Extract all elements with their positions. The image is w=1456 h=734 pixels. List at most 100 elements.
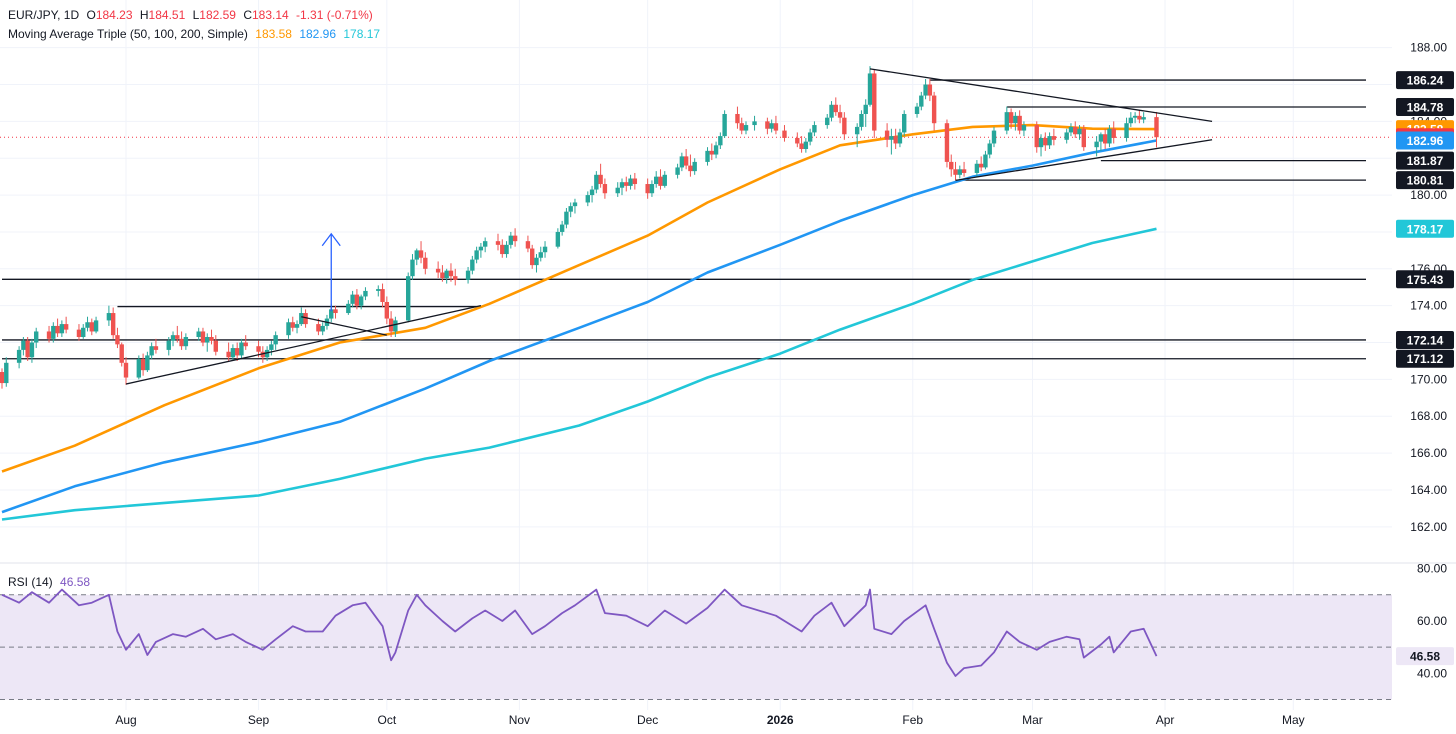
candle-body bbox=[807, 132, 813, 142]
candle-up bbox=[21, 336, 26, 356]
candle-down bbox=[440, 265, 445, 282]
price-label-bg bbox=[1396, 330, 1454, 349]
candle-body bbox=[619, 182, 625, 188]
horizontal-levels[interactable] bbox=[0, 79, 1392, 360]
candle-body bbox=[765, 121, 770, 129]
candle-up bbox=[166, 336, 171, 356]
candle-up bbox=[346, 300, 351, 315]
candle-body bbox=[376, 289, 381, 291]
rsi-line bbox=[1, 588, 1158, 677]
candle-body bbox=[679, 156, 685, 168]
candle-body bbox=[931, 95, 937, 124]
price-label: 182.96 bbox=[1396, 131, 1454, 150]
candle-body bbox=[170, 335, 176, 341]
candle-up bbox=[1128, 112, 1134, 127]
candle-up bbox=[987, 139, 992, 159]
candle-down bbox=[46, 325, 52, 343]
candle-body bbox=[602, 184, 608, 194]
y-tick-label: 170.00 bbox=[1410, 372, 1447, 386]
candle-down bbox=[645, 178, 650, 199]
candle-up bbox=[867, 66, 873, 107]
candle-body bbox=[675, 167, 680, 175]
candle-body bbox=[264, 349, 270, 358]
candle-down bbox=[89, 318, 94, 336]
candle-down bbox=[632, 172, 638, 190]
candle-up bbox=[1013, 112, 1018, 131]
candle-down bbox=[1081, 125, 1086, 151]
candle-body bbox=[239, 342, 244, 356]
candle-up bbox=[196, 327, 201, 341]
candle-body bbox=[482, 241, 488, 247]
candle-up bbox=[470, 255, 475, 275]
candle-up bbox=[914, 102, 920, 118]
trendlines[interactable] bbox=[125, 68, 1213, 385]
candle-body bbox=[299, 313, 304, 325]
candle-body bbox=[773, 123, 779, 131]
candle-up bbox=[1064, 128, 1069, 144]
candle-body bbox=[867, 73, 873, 105]
candle-body bbox=[978, 163, 984, 168]
candle-body bbox=[538, 252, 543, 258]
trendline bbox=[869, 68, 1213, 123]
ma-legend[interactable]: Moving Average Triple (50, 100, 200, Sim… bbox=[8, 27, 384, 41]
candle-up bbox=[1098, 132, 1104, 151]
rsi-tick-label: 80.00 bbox=[1417, 562, 1447, 576]
candle-up bbox=[615, 182, 620, 197]
ohlc-legend: EUR/JPY, 1D O184.23 H184.51 L182.59 C183… bbox=[8, 8, 377, 22]
candle-up bbox=[482, 237, 488, 253]
candle-up bbox=[902, 110, 907, 137]
candle-body bbox=[435, 268, 441, 273]
price-label-bg bbox=[1396, 131, 1454, 150]
candle-body bbox=[440, 272, 445, 279]
ma-title: Moving Average Triple (50, 100, 200, Sim… bbox=[8, 27, 248, 41]
candle-body bbox=[196, 331, 201, 337]
candle-down bbox=[833, 97, 838, 116]
price-label-text: 180.81 bbox=[1407, 174, 1444, 188]
candle-body bbox=[692, 161, 697, 172]
candle-down bbox=[927, 78, 933, 102]
candle-up bbox=[34, 327, 39, 349]
price-label: 184.78 bbox=[1396, 97, 1454, 116]
candle-up bbox=[713, 141, 719, 159]
candle-down bbox=[153, 338, 159, 354]
candle-body bbox=[175, 335, 180, 339]
candle-body bbox=[555, 231, 561, 247]
x-tick-label: Feb bbox=[902, 713, 923, 727]
candle-up bbox=[534, 254, 539, 273]
candle-down bbox=[1137, 110, 1142, 124]
candle-down bbox=[602, 178, 608, 199]
candle-body bbox=[504, 244, 509, 255]
candle-up bbox=[376, 285, 381, 297]
candle-body bbox=[1124, 123, 1129, 138]
candle-body bbox=[987, 143, 992, 155]
candle-body bbox=[949, 161, 954, 170]
candle-body bbox=[34, 331, 39, 343]
candle-up bbox=[752, 115, 757, 131]
candle-up bbox=[628, 174, 633, 190]
price-label: 181.87 bbox=[1396, 151, 1454, 170]
candle-down bbox=[290, 316, 295, 332]
candle-down bbox=[688, 154, 693, 177]
candle-up bbox=[149, 342, 154, 360]
candle-body bbox=[89, 322, 94, 332]
candle-body bbox=[1038, 137, 1044, 148]
candle-up bbox=[230, 344, 236, 361]
price-label-text: 182.96 bbox=[1407, 134, 1444, 148]
arrow-head bbox=[321, 232, 341, 247]
candle-body bbox=[512, 235, 518, 242]
candle-down bbox=[525, 235, 531, 253]
candle-down bbox=[55, 318, 60, 337]
candle-down bbox=[0, 368, 5, 389]
candle-body bbox=[1141, 117, 1146, 120]
candle-body bbox=[0, 372, 5, 384]
candle-body bbox=[1047, 136, 1052, 146]
candle-body bbox=[230, 348, 236, 358]
candle-up bbox=[170, 331, 176, 347]
candle-up bbox=[555, 228, 561, 249]
candle-body bbox=[919, 95, 924, 107]
candle-down bbox=[1034, 121, 1039, 153]
candle-body bbox=[46, 331, 52, 339]
rsi-legend[interactable]: RSI (14) 46.58 bbox=[8, 575, 94, 589]
candle-up bbox=[807, 128, 813, 146]
